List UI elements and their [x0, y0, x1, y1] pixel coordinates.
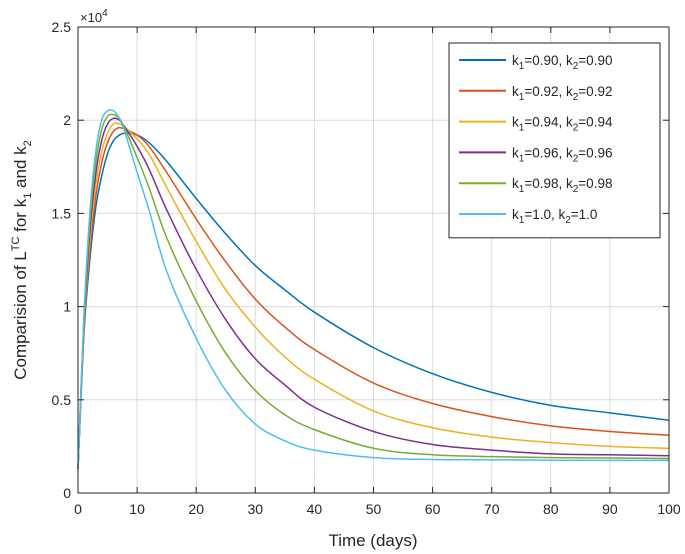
y-tick-label: 1: [63, 299, 71, 315]
legend: k1=0.90, k2=0.90 k1=0.92, k2=0.92 k1=0.94,…: [448, 42, 661, 239]
x-axis-label: Time (days): [328, 531, 417, 550]
legend-entry-label: k1=0.96, k2=0.96: [512, 145, 612, 164]
x-tick-label: 80: [543, 501, 559, 517]
y-axis-label: Comparision of LTC for k1 and k2: [10, 140, 34, 380]
y-tick-label: 2.5: [52, 19, 72, 35]
x-tick-label: 20: [188, 501, 204, 517]
x-tick-label: 0: [74, 501, 82, 517]
series-line-5: [77, 113, 670, 469]
legend-entry-label: k1=0.94, k2=0.94: [512, 115, 613, 134]
series-line-4: [77, 117, 670, 469]
legend-box: [448, 42, 661, 239]
x-tick-label: 70: [484, 501, 500, 517]
series-line-1: [77, 132, 670, 469]
series-line-6: [77, 109, 670, 469]
series-line-2: [77, 126, 670, 469]
x-tick-label: 10: [129, 501, 145, 517]
y-tick-label: 0: [63, 485, 71, 501]
y-exponent-label: ×104: [80, 8, 108, 25]
legend-entry-label: k1=0.90, k2=0.90: [512, 53, 612, 72]
y-tick-label: 1.5: [52, 205, 72, 221]
x-tick-label: 100: [657, 501, 681, 517]
y-tick-label: 0.5: [52, 392, 72, 408]
x-tick-label: 60: [425, 501, 441, 517]
legend-entry-label: k1=0.92, k2=0.92: [512, 84, 612, 103]
x-tick-label: 40: [307, 501, 323, 517]
x-tick-label: 90: [602, 501, 618, 517]
x-tick-label: 50: [366, 501, 382, 517]
series-lines: [77, 109, 670, 469]
x-tick-label: 30: [248, 501, 264, 517]
series-line-3: [77, 122, 670, 469]
y-tick-label: 2: [63, 112, 71, 128]
axis-ticks: 0 10 20 30 40 50 60 70 80 90 100 0 0.5 1 1.5 2 2.5: [52, 19, 681, 517]
legend-entry-label: k1=1.0, k2=1.0: [512, 207, 597, 226]
legend-entry-label: k1=0.98, k2=0.98: [512, 176, 612, 195]
